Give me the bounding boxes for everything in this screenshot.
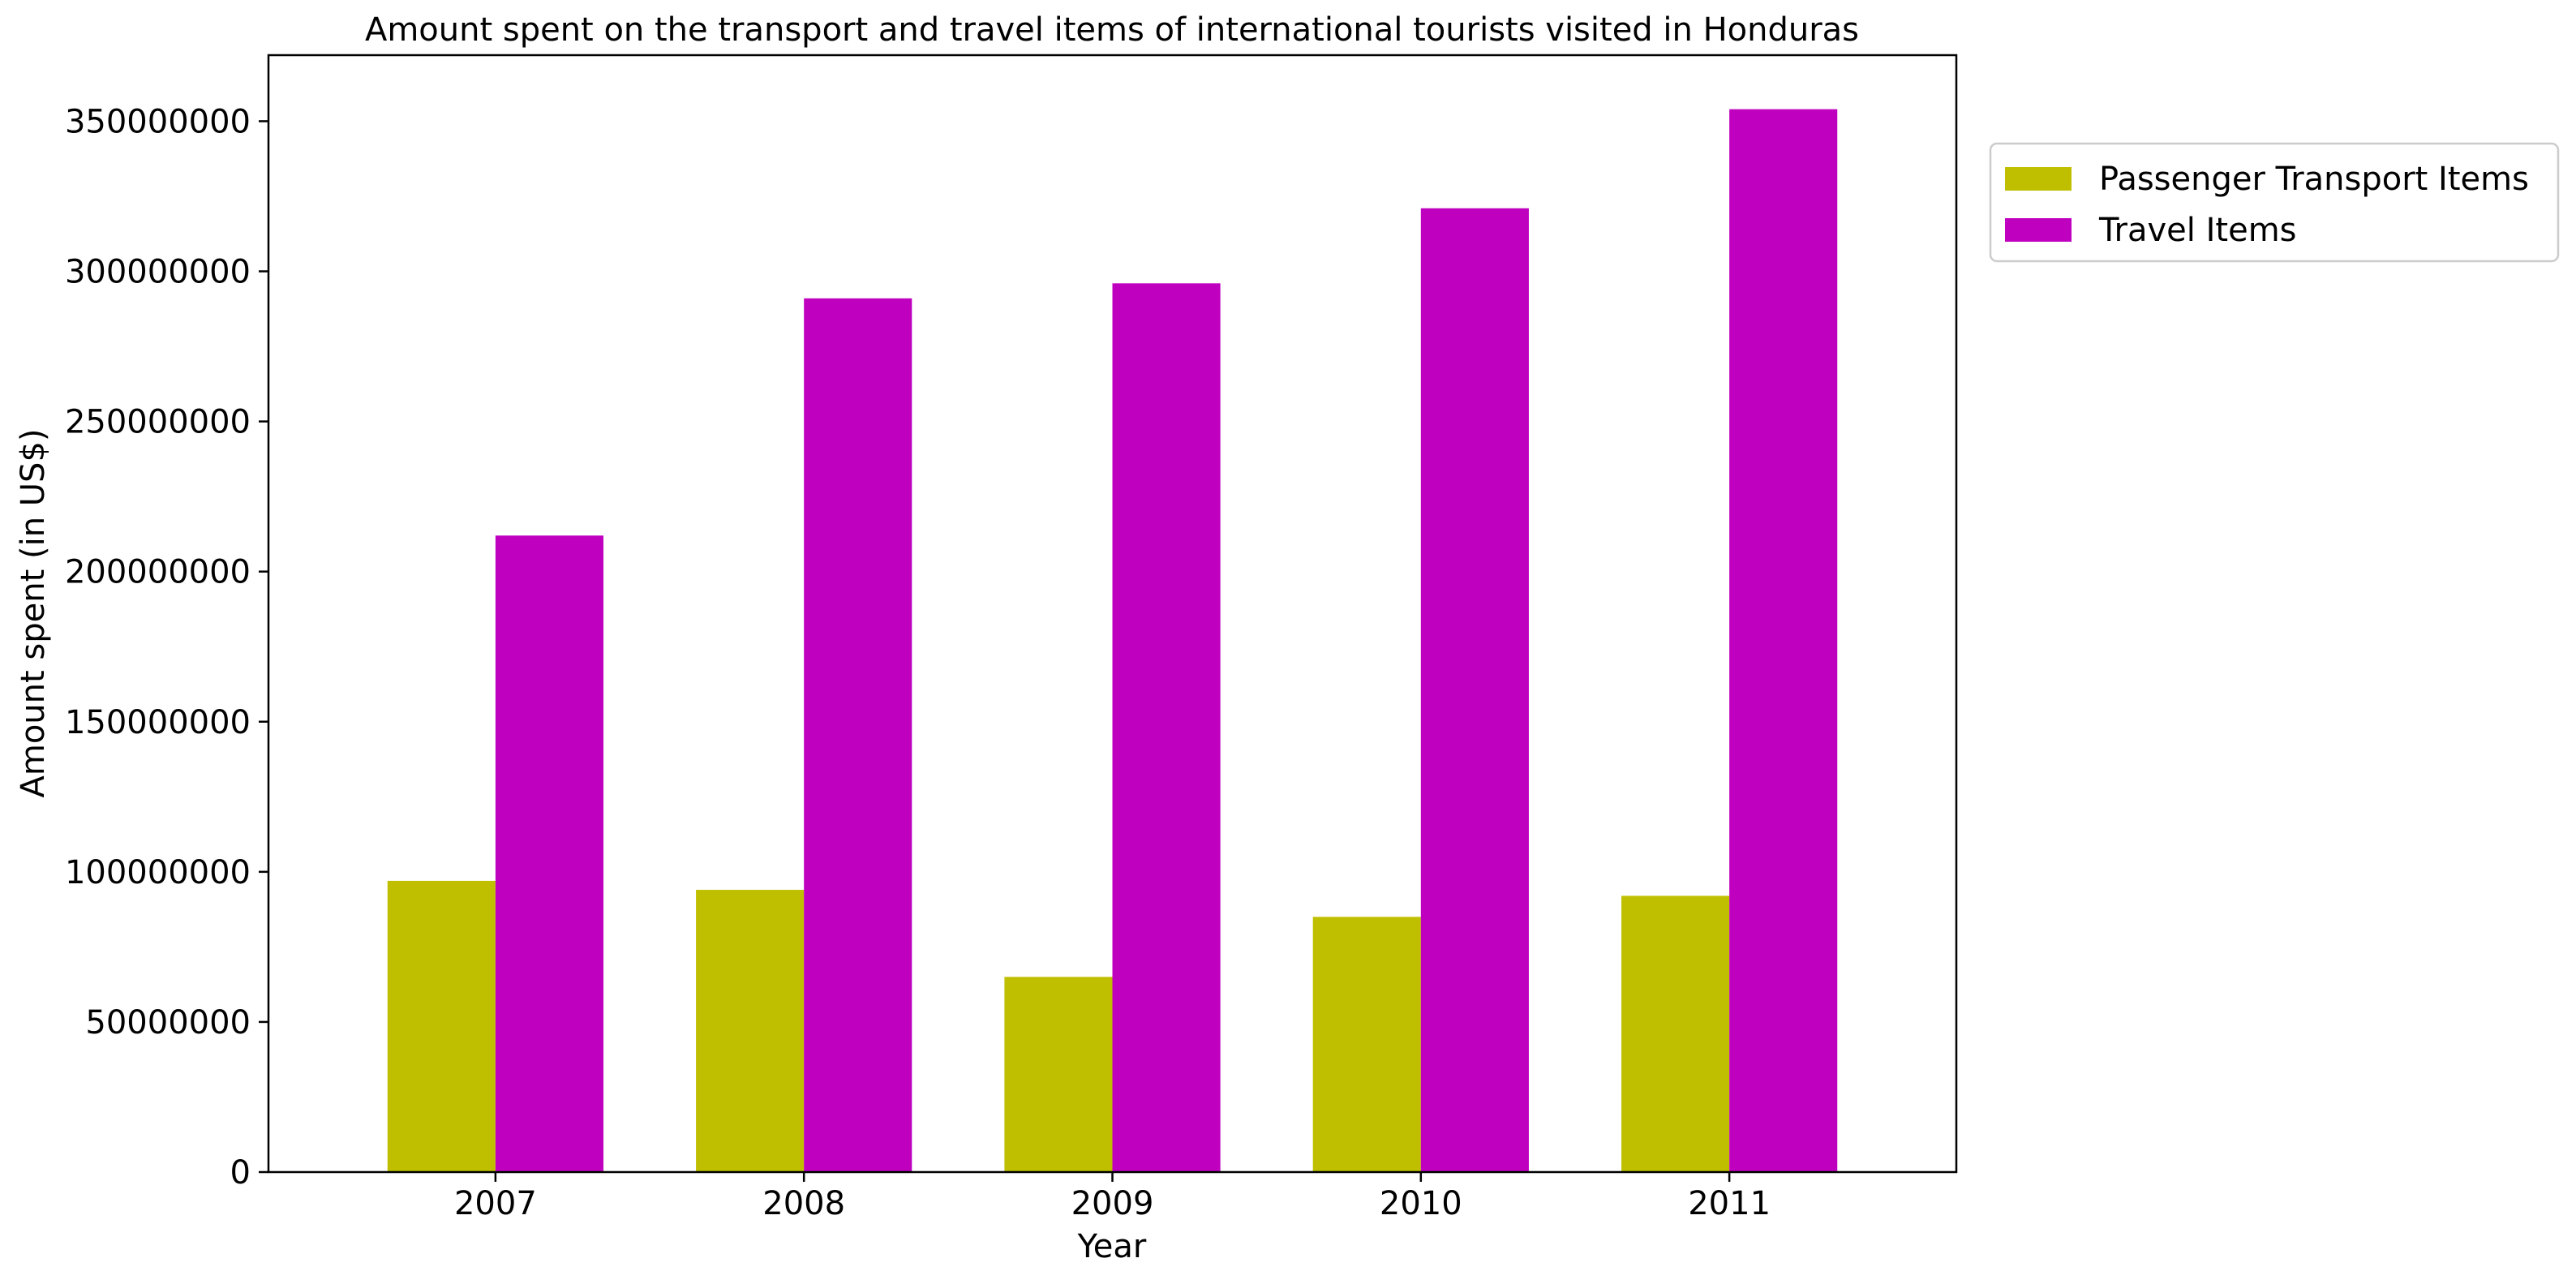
legend-label: Passenger Transport Items (2099, 161, 2529, 198)
y-tick-label: 0 (230, 1154, 251, 1192)
bar-passenger-transport-2010 (1312, 917, 1421, 1172)
bar-passenger-transport-2008 (696, 890, 805, 1172)
y-tick-label: 300000000 (65, 254, 251, 291)
legend: Passenger Transport Items Travel Items (1989, 142, 2560, 263)
x-tick-label: 2010 (1380, 1185, 1462, 1222)
legend-label: Travel Items (2098, 212, 2297, 249)
legend-swatch (2005, 218, 2072, 242)
bar-travel-2008 (804, 298, 912, 1172)
y-tick-label: 350000000 (65, 103, 251, 140)
chart-title: Amount spent on the transport and travel… (365, 11, 1859, 49)
y-tick-label: 250000000 (65, 404, 251, 441)
bar-passenger-transport-2007 (387, 880, 496, 1172)
y-axis-label: Amount spent (in US$) (15, 429, 52, 798)
x-tick-label: 2007 (454, 1185, 537, 1222)
y-tick-label: 150000000 (65, 704, 251, 741)
y-axis: 0 50000000 100000000 150000000 200000000 2500… (65, 103, 268, 1192)
x-tick-label: 2009 (1071, 1185, 1154, 1222)
bars-layer (387, 109, 1838, 1173)
bar-travel-2007 (495, 535, 603, 1172)
bar-travel-2009 (1112, 283, 1221, 1173)
bar-passenger-transport-2011 (1621, 895, 1730, 1172)
y-tick-label: 200000000 (65, 554, 251, 591)
bar-passenger-transport-2009 (1004, 977, 1113, 1172)
y-tick-label: 100000000 (65, 854, 251, 891)
legend-swatch (2005, 167, 2072, 191)
y-tick-label: 50000000 (85, 1004, 251, 1041)
x-tick-label: 2011 (1688, 1185, 1771, 1222)
x-axis-label: Year (1077, 1228, 1147, 1265)
legend-box (1989, 142, 2560, 263)
x-tick-label: 2008 (762, 1185, 845, 1222)
bar-travel-2011 (1729, 109, 1838, 1172)
x-axis: 2007 2008 2009 2010 2011 (454, 1172, 1771, 1222)
bar-travel-2010 (1420, 208, 1529, 1173)
